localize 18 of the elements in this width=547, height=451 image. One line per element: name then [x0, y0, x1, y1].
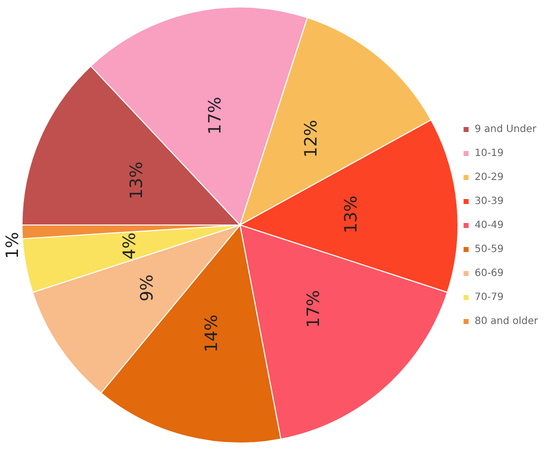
- legend-label: 40-49: [474, 220, 504, 231]
- legend-label: 20-29: [474, 172, 504, 183]
- data-label: 4%: [120, 232, 140, 260]
- data-label: 13%: [342, 196, 362, 234]
- data-label: 14%: [202, 314, 222, 352]
- legend-label: 50-59: [474, 244, 504, 255]
- data-label: 9%: [137, 274, 158, 302]
- legend-label: 80 and older: [474, 316, 539, 327]
- legend-label: 70-79: [474, 292, 504, 303]
- data-label: 17%: [304, 290, 324, 328]
- data-label: 13%: [127, 162, 148, 200]
- legend-label: 9 and Under: [474, 124, 538, 135]
- data-label: 17%: [206, 96, 226, 135]
- data-label: 1%: [3, 232, 24, 259]
- data-label: 12%: [301, 120, 322, 158]
- legend-label: 30-39: [474, 196, 504, 207]
- legend-label: 60-69: [474, 268, 504, 279]
- legend-label: 10-19: [474, 148, 504, 159]
